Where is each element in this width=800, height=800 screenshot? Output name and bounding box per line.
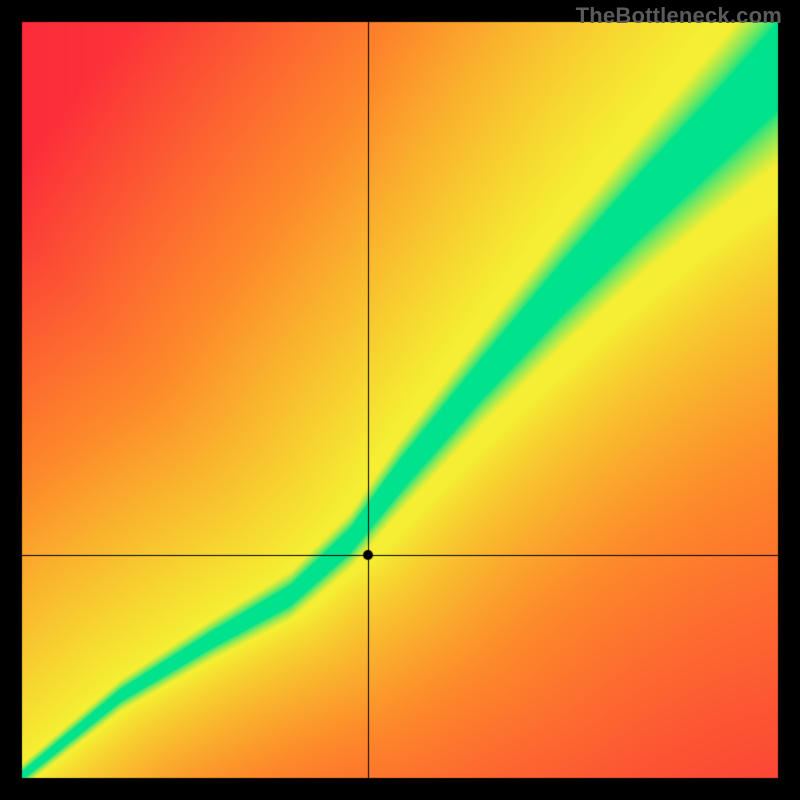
bottleneck-heatmap bbox=[0, 0, 800, 800]
watermark-label: TheBottleneck.com bbox=[576, 3, 782, 29]
